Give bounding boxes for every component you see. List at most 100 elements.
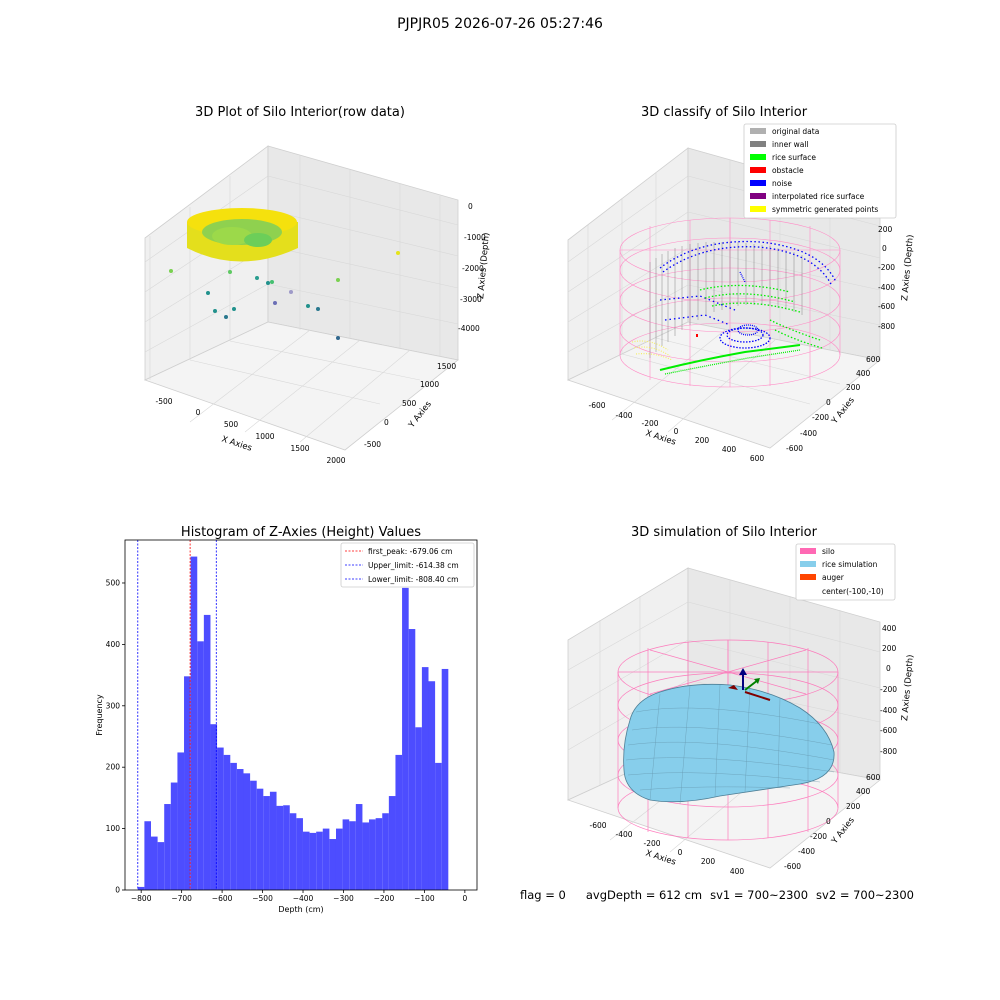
histogram-bar	[184, 676, 191, 890]
panel4-y-ticks: -600 -400 -200 0 200 400 600	[784, 773, 881, 871]
histogram-y-tick-label: 0	[115, 886, 120, 895]
p4-ztick: -200	[880, 685, 897, 694]
histogram-y-tick-label: 400	[106, 640, 121, 649]
histogram-bar	[441, 668, 449, 890]
histogram-bar	[309, 832, 317, 890]
panel3-title: Histogram of Z-Axies (Height) Values	[181, 525, 421, 540]
histogram-bar	[276, 805, 284, 890]
histogram-bar	[342, 819, 350, 890]
histogram-bar	[144, 821, 151, 890]
histogram-bar	[302, 831, 310, 890]
panel-classify: 3D classify of Silo Interior	[566, 105, 916, 463]
histogram-x-tick-label: −700	[171, 894, 192, 903]
histogram-x-tick-label: −400	[293, 894, 314, 903]
histogram-bar	[369, 819, 376, 890]
histogram-x-tick-label: −200	[374, 894, 395, 903]
legend-swatch-silo	[800, 548, 816, 554]
histogram-xlabel: Depth (cm)	[278, 905, 323, 914]
panel-histogram: Histogram of Z-Axies (Height) Values −80…	[95, 525, 478, 914]
p4-ytick: 200	[846, 802, 861, 811]
histogram-bar	[402, 587, 409, 890]
histogram-bar	[230, 762, 237, 890]
legend-swatch-rice	[800, 561, 816, 567]
p1-xtick: 2000	[326, 456, 345, 465]
histogram-bar	[408, 629, 416, 890]
panel1-scatter-points	[169, 251, 400, 340]
p1-xlabel: X Axies	[220, 434, 253, 453]
p1-xtick: -500	[155, 397, 172, 406]
p1-xtick: 500	[224, 420, 239, 429]
p4-ztick: -400	[880, 706, 897, 715]
p1-xtick: 0	[196, 408, 201, 417]
p4-xtick: -400	[615, 830, 632, 839]
panel2-legend: original data inner wall rice surface ob…	[743, 123, 897, 219]
panel4-auger-marker	[728, 668, 771, 701]
histogram-x-tick-label: −500	[252, 894, 273, 903]
panel4-rice-simulation	[623, 683, 835, 805]
histogram-bar	[243, 773, 251, 890]
histogram-x-tick-label: 0	[462, 894, 467, 903]
flag-text: flag = 0	[520, 888, 566, 902]
histogram-y-tick-label: 100	[106, 824, 121, 833]
histogram-bar	[316, 831, 323, 890]
panel4-x-ticks: -600 -400 -200 0 200 400	[589, 821, 744, 876]
panel2-z-ticks: 200 0 -200 -400 -600 -800	[878, 225, 895, 331]
p1-ztick: -4000	[458, 324, 480, 333]
p2-ztick: 0	[882, 244, 887, 253]
histogram-bar	[435, 762, 442, 890]
p2-zlabel: Z Axies (Depth)	[900, 234, 916, 301]
legend-swatch-inner-wall	[750, 141, 766, 147]
legend-label-rice: rice simulation	[822, 560, 878, 569]
avg-depth-text: avgDepth = 612 cm	[585, 888, 703, 902]
histogram-bar	[289, 813, 297, 890]
histogram-bar	[395, 754, 403, 890]
histogram-bar	[157, 842, 165, 890]
panel-simulation: 3D simulation of Silo Interior	[566, 525, 916, 876]
histogram-bar	[250, 780, 257, 890]
histogram-bar	[415, 727, 422, 890]
histogram-bar	[375, 818, 383, 890]
panel4-title: 3D simulation of Silo Interior	[631, 525, 818, 540]
legend-swatch-interpolated	[750, 193, 766, 199]
histogram-bar	[269, 791, 277, 890]
legend-label-silo: silo	[822, 547, 835, 556]
panel1-y-ticks: -500 0 500 1000 1500	[364, 362, 456, 449]
p4-ytick: -400	[798, 847, 815, 856]
p1-ytick: 1000	[420, 380, 439, 389]
histogram-bar	[263, 796, 270, 890]
p4-xtick: 0	[678, 848, 683, 857]
p2-ytick: -200	[812, 413, 829, 422]
legend-swatch-rice-surface	[750, 154, 766, 160]
legend-swatch-obstacle	[750, 167, 766, 173]
histogram-bar	[190, 556, 198, 890]
p2-ytick: 600	[866, 355, 881, 364]
p4-ztick: 200	[882, 644, 897, 653]
legend-label-rice-surface: rice surface	[772, 153, 816, 162]
p2-ztick: -600	[878, 302, 895, 311]
p2-ztick: -400	[878, 283, 895, 292]
p1-xtick: 1500	[290, 444, 309, 453]
panel4-legend: silo rice simulation auger center(-100,-…	[795, 543, 896, 601]
histogram-bar	[322, 828, 330, 890]
panel1-axes-box	[143, 145, 459, 451]
p4-ytick: -600	[784, 862, 801, 871]
p1-xtick: 1000	[255, 432, 274, 441]
figure-suptitle: PJPJR05 2026-07-26 05:27:46	[397, 16, 603, 32]
legend-label-center: center(-100,-10)	[822, 587, 884, 596]
histogram-bar	[296, 818, 303, 890]
p1-ztick: -1000	[464, 233, 486, 242]
legend-swatch-original-data	[750, 128, 766, 134]
histogram-y-tick-label: 300	[106, 701, 121, 710]
p2-xtick: 400	[722, 445, 737, 454]
histogram-bar	[164, 804, 171, 890]
p2-xlabel: X Axies	[644, 428, 677, 447]
p1-ytick: 500	[402, 399, 417, 408]
p1-ytick: 1500	[437, 362, 456, 371]
histogram-bar	[217, 747, 224, 890]
p1-ztick: 0	[468, 202, 473, 211]
p4-xtick: -600	[589, 821, 606, 830]
histogram-plot-frame	[124, 539, 478, 891]
sv2-text: sv2 = 700~2300	[816, 888, 914, 902]
legend-upper-limit: Upper_limit: -614.38 cm	[368, 561, 459, 570]
status-footer: flag = 0 avgDepth = 612 cm sv1 = 700~2300 s…	[500, 888, 970, 902]
